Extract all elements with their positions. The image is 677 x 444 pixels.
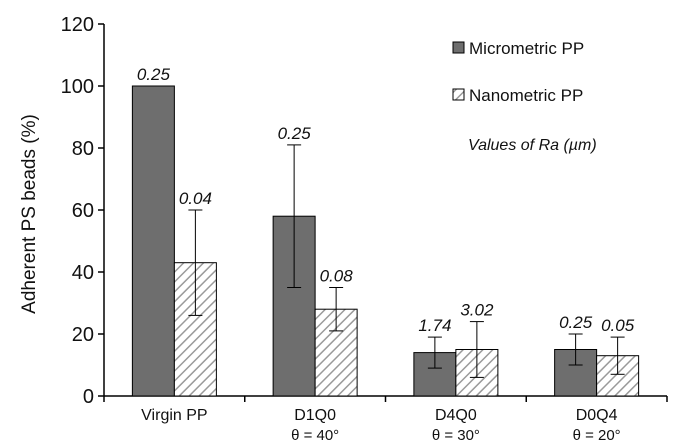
data-label: 0.25 — [137, 65, 171, 84]
x-category-label: D0Q4 — [576, 407, 618, 424]
data-label: 0.25 — [559, 313, 593, 332]
y-tick-label: 120 — [61, 14, 94, 36]
y-tick-label: 0 — [83, 386, 94, 408]
x-category-label: D4Q0 — [435, 407, 477, 424]
x-category-sublabel: θ = 40° — [291, 427, 339, 444]
y-tick-label: 20 — [72, 324, 94, 346]
y-tick-label: 80 — [72, 138, 94, 160]
bar — [131, 85, 175, 397]
legend-swatch-micrometric — [452, 41, 465, 54]
y-tick-label: 60 — [72, 200, 94, 222]
bars: 0.25 0.04 0.25 0.08 1.74 3.02 0.25 0.05 — [131, 65, 640, 397]
legend-note: Values of Ra (µm) — [468, 137, 597, 154]
y-tick-label: 100 — [61, 76, 94, 98]
legend-swatch-nanometric — [452, 88, 465, 101]
y-axis-label: Adherent PS beads (%) — [19, 114, 40, 314]
x-category-sublabel: θ = 20° — [573, 427, 621, 444]
data-label: 0.05 — [601, 316, 635, 335]
legend-label-micrometric: Micrometric PP — [469, 39, 584, 58]
legend: Micrometric PP Nanometric PP Values of Ra … — [452, 39, 597, 154]
data-label: 1.74 — [418, 316, 451, 335]
legend-label-nanometric: Nanometric PP — [469, 86, 583, 105]
x-category-label: Virgin PP — [141, 407, 207, 424]
x-axis-labels: Virgin PP D1Q0 θ = 40° D4Q0 θ = 30° D0Q4 θ = 2… — [141, 407, 621, 444]
data-label: 0.08 — [320, 267, 354, 286]
data-label: 3.02 — [460, 301, 494, 320]
x-category-sublabel: θ = 30° — [432, 427, 480, 444]
y-tick-label: 40 — [72, 262, 94, 284]
data-label: 0.25 — [278, 124, 312, 143]
data-label: 0.04 — [179, 189, 212, 208]
x-category-label: D1Q0 — [294, 407, 336, 424]
